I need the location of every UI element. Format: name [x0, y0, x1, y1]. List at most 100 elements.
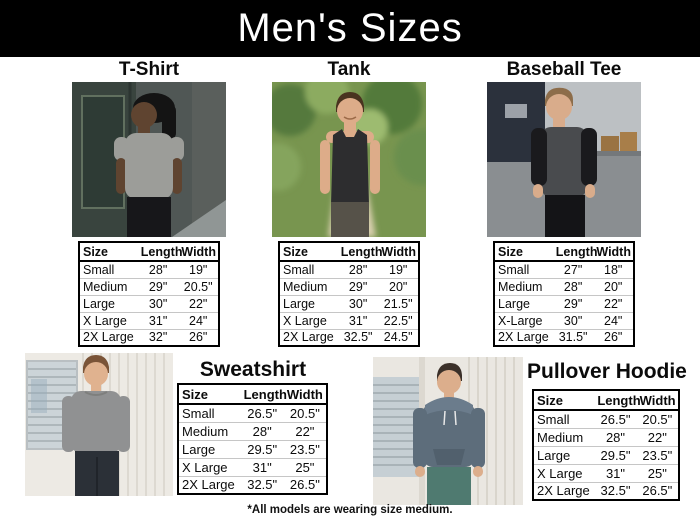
cell-size: Small — [283, 262, 315, 277]
cell-length: 31" — [337, 311, 379, 329]
cell-size: 2X Large — [178, 475, 241, 494]
table-row: Large 29.5" 23.5" — [533, 445, 679, 464]
cell-size: Medium — [279, 277, 338, 295]
col-header-width: Width — [378, 242, 419, 262]
table-row: 2X Large 32.5" 24.5" — [279, 328, 419, 346]
cell-length: 30" — [337, 294, 379, 312]
col-header-length: Length — [594, 390, 641, 411]
hoodie-size-table: Size Length Width Small 26.5" 20.5" Medi… — [532, 389, 680, 501]
cell-width: 22.5" — [378, 311, 419, 329]
cell-size: Medium — [533, 427, 595, 446]
table-row: Small 28" 19" — [279, 261, 419, 278]
cell-width: 24" — [178, 311, 219, 329]
cell-size: 2X Large — [533, 481, 595, 500]
cell-width: 23.5" — [283, 439, 327, 458]
tank-title: Tank — [327, 59, 371, 80]
cell-length: 29" — [137, 277, 179, 295]
cell-width: 22" — [593, 294, 634, 312]
table-row: Large 29" 22" — [494, 294, 634, 312]
table-header-row: Size Length Width — [178, 384, 327, 405]
cell-length: 31" — [137, 311, 179, 329]
sweatshirt-model-figure — [62, 355, 130, 496]
cell-length: 30" — [552, 311, 594, 329]
hoodie-title: Pullover Hoodie — [527, 360, 687, 383]
table-header-row: Size Length Width — [494, 242, 634, 262]
table-row: Medium 28" 22" — [178, 421, 327, 440]
cell-length: 31" — [240, 457, 284, 476]
cell-size: 2X Large — [79, 328, 138, 346]
tshirt-model-photo — [72, 82, 226, 237]
cell-width: 20.5" — [642, 411, 673, 427]
sweatshirt-title: Sweatshirt — [199, 358, 307, 381]
table-row: X Large 31" 25" — [178, 457, 327, 476]
cell-width: 24" — [593, 311, 634, 329]
header-banner: Men's Sizes — [0, 0, 700, 57]
cell-size: Large — [178, 439, 241, 458]
cell-width: 19" — [389, 262, 408, 277]
cell-length: 29.5" — [240, 439, 284, 458]
models-size-note: *All models are wearing size medium. — [247, 504, 453, 516]
cell-width: 22" — [178, 294, 219, 312]
col-header-width: Width — [283, 384, 327, 405]
cell-width: 20.5" — [289, 405, 320, 421]
hoodie-model-figure — [413, 363, 485, 505]
tshirt-size-table: Size Length Width Small 28" 19" Medium 2… — [78, 241, 220, 347]
table-row: Small 26.5" 20.5" — [533, 410, 679, 428]
cell-length: 31" — [594, 463, 637, 482]
col-header-size: Size — [178, 384, 241, 405]
cell-length: 29" — [337, 277, 379, 295]
col-header-size: Size — [279, 242, 338, 262]
baseball-tee-model-photo — [487, 82, 641, 237]
cell-size: X Large — [178, 457, 241, 476]
table-row: 2X Large 32" 26" — [79, 328, 219, 346]
table-row: Small 26.5" 20.5" — [178, 404, 327, 422]
cell-length: 28" — [148, 262, 168, 277]
table-row: 2X Large 31.5" 26" — [494, 328, 634, 346]
cell-width: 22" — [636, 427, 679, 446]
cell-length: 26.5" — [600, 411, 631, 427]
cell-size: Small — [498, 262, 530, 277]
col-header-size: Size — [79, 242, 138, 262]
tank-photo-illustration — [272, 82, 426, 237]
cell-length: 30" — [137, 294, 179, 312]
sweatshirt-size-table: Size Length Width Small 26.5" 20.5" Medi… — [177, 383, 328, 495]
cell-length: 27" — [563, 262, 583, 277]
cell-width: 25" — [283, 457, 327, 476]
cell-size: Small — [182, 405, 215, 421]
section-tshirt: T-Shirt — [72, 58, 226, 347]
col-header-width: Width — [636, 390, 679, 411]
table-row: Small 27" 18" — [494, 261, 634, 278]
table-row: Medium 29" 20.5" — [79, 277, 219, 295]
table-row: 2X Large 32.5" 26.5" — [178, 475, 327, 494]
table-row: Medium 28" 22" — [533, 427, 679, 446]
cell-length: 28" — [552, 277, 594, 295]
cell-length: 31.5" — [552, 328, 594, 346]
col-header-length: Length — [552, 242, 597, 262]
cell-length: 32.5" — [594, 481, 637, 500]
cell-size: Medium — [79, 277, 138, 295]
cell-size: X-Large — [494, 311, 553, 329]
cell-length: 32" — [137, 328, 179, 346]
cell-length: 28" — [240, 421, 284, 440]
cell-width: 23.5" — [636, 445, 679, 464]
page-title: Men's Sizes — [237, 6, 463, 50]
cell-length: 28" — [594, 427, 637, 446]
section-baseball-tee: Baseball Tee — [487, 58, 641, 347]
table-header-row: Size Length Width — [279, 242, 419, 262]
cell-width: 21.5" — [378, 294, 419, 312]
sweatshirt-photo-illustration — [25, 353, 173, 496]
table-row: X Large 31" 22.5" — [279, 311, 419, 329]
cell-length: 32.5" — [337, 328, 379, 346]
table-row: Medium 29" 20" — [279, 277, 419, 295]
cell-size: Medium — [494, 277, 553, 295]
baseball-tee-model-figure — [531, 87, 597, 237]
table-row: X Large 31" 25" — [533, 463, 679, 482]
cell-size: Large — [533, 445, 595, 464]
cell-width: 26.5" — [283, 475, 327, 494]
table-row: Large 29.5" 23.5" — [178, 439, 327, 458]
tank-size-table: Size Length Width Small 28" 19" Medium 2… — [278, 241, 420, 347]
col-header-length: Length — [337, 242, 382, 262]
tank-model-figure — [320, 92, 380, 237]
cell-width: 24.5" — [378, 328, 419, 346]
cell-length: 32.5" — [240, 475, 284, 494]
